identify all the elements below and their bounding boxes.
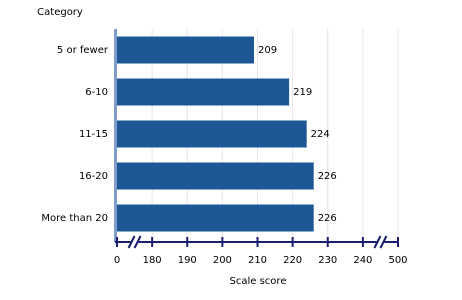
- y-tick-label: 6-10: [85, 87, 108, 98]
- x-tick-label: 200: [213, 255, 232, 266]
- axis-break-gap: [130, 239, 139, 245]
- bar: [117, 120, 307, 148]
- y-tick-label: 11-15: [79, 129, 108, 140]
- x-tick-label: 0: [114, 255, 120, 266]
- bar: [117, 204, 314, 232]
- bar: [117, 36, 254, 64]
- y-tick-label: More than 20: [41, 213, 108, 224]
- value-label: 219: [293, 87, 312, 98]
- axis-break: [127, 235, 136, 249]
- x-tick-label: 230: [318, 255, 337, 266]
- x-tick-label: 500: [388, 255, 407, 266]
- value-label: 226: [318, 213, 337, 224]
- axis-break: [373, 235, 382, 249]
- value-label: 224: [311, 129, 330, 140]
- axis-break-gap: [376, 239, 385, 245]
- y-tick-label: 5 or fewer: [57, 45, 109, 56]
- y-tick-label: 16-20: [79, 171, 108, 182]
- x-axis-title: Scale score: [230, 276, 287, 287]
- x-tick-label: 190: [178, 255, 197, 266]
- axis-break: [133, 235, 142, 249]
- bar: [117, 78, 290, 106]
- axis-strip: [114, 29, 117, 242]
- value-label: 226: [318, 171, 337, 182]
- x-tick-label: 220: [283, 255, 302, 266]
- x-tick-label: 180: [143, 255, 162, 266]
- axis-break: [379, 235, 388, 249]
- y-axis-title: Category: [37, 7, 83, 18]
- x-tick-label: 210: [248, 255, 267, 266]
- bar: [117, 162, 314, 190]
- value-label: 209: [258, 45, 277, 56]
- x-tick-label: 240: [353, 255, 372, 266]
